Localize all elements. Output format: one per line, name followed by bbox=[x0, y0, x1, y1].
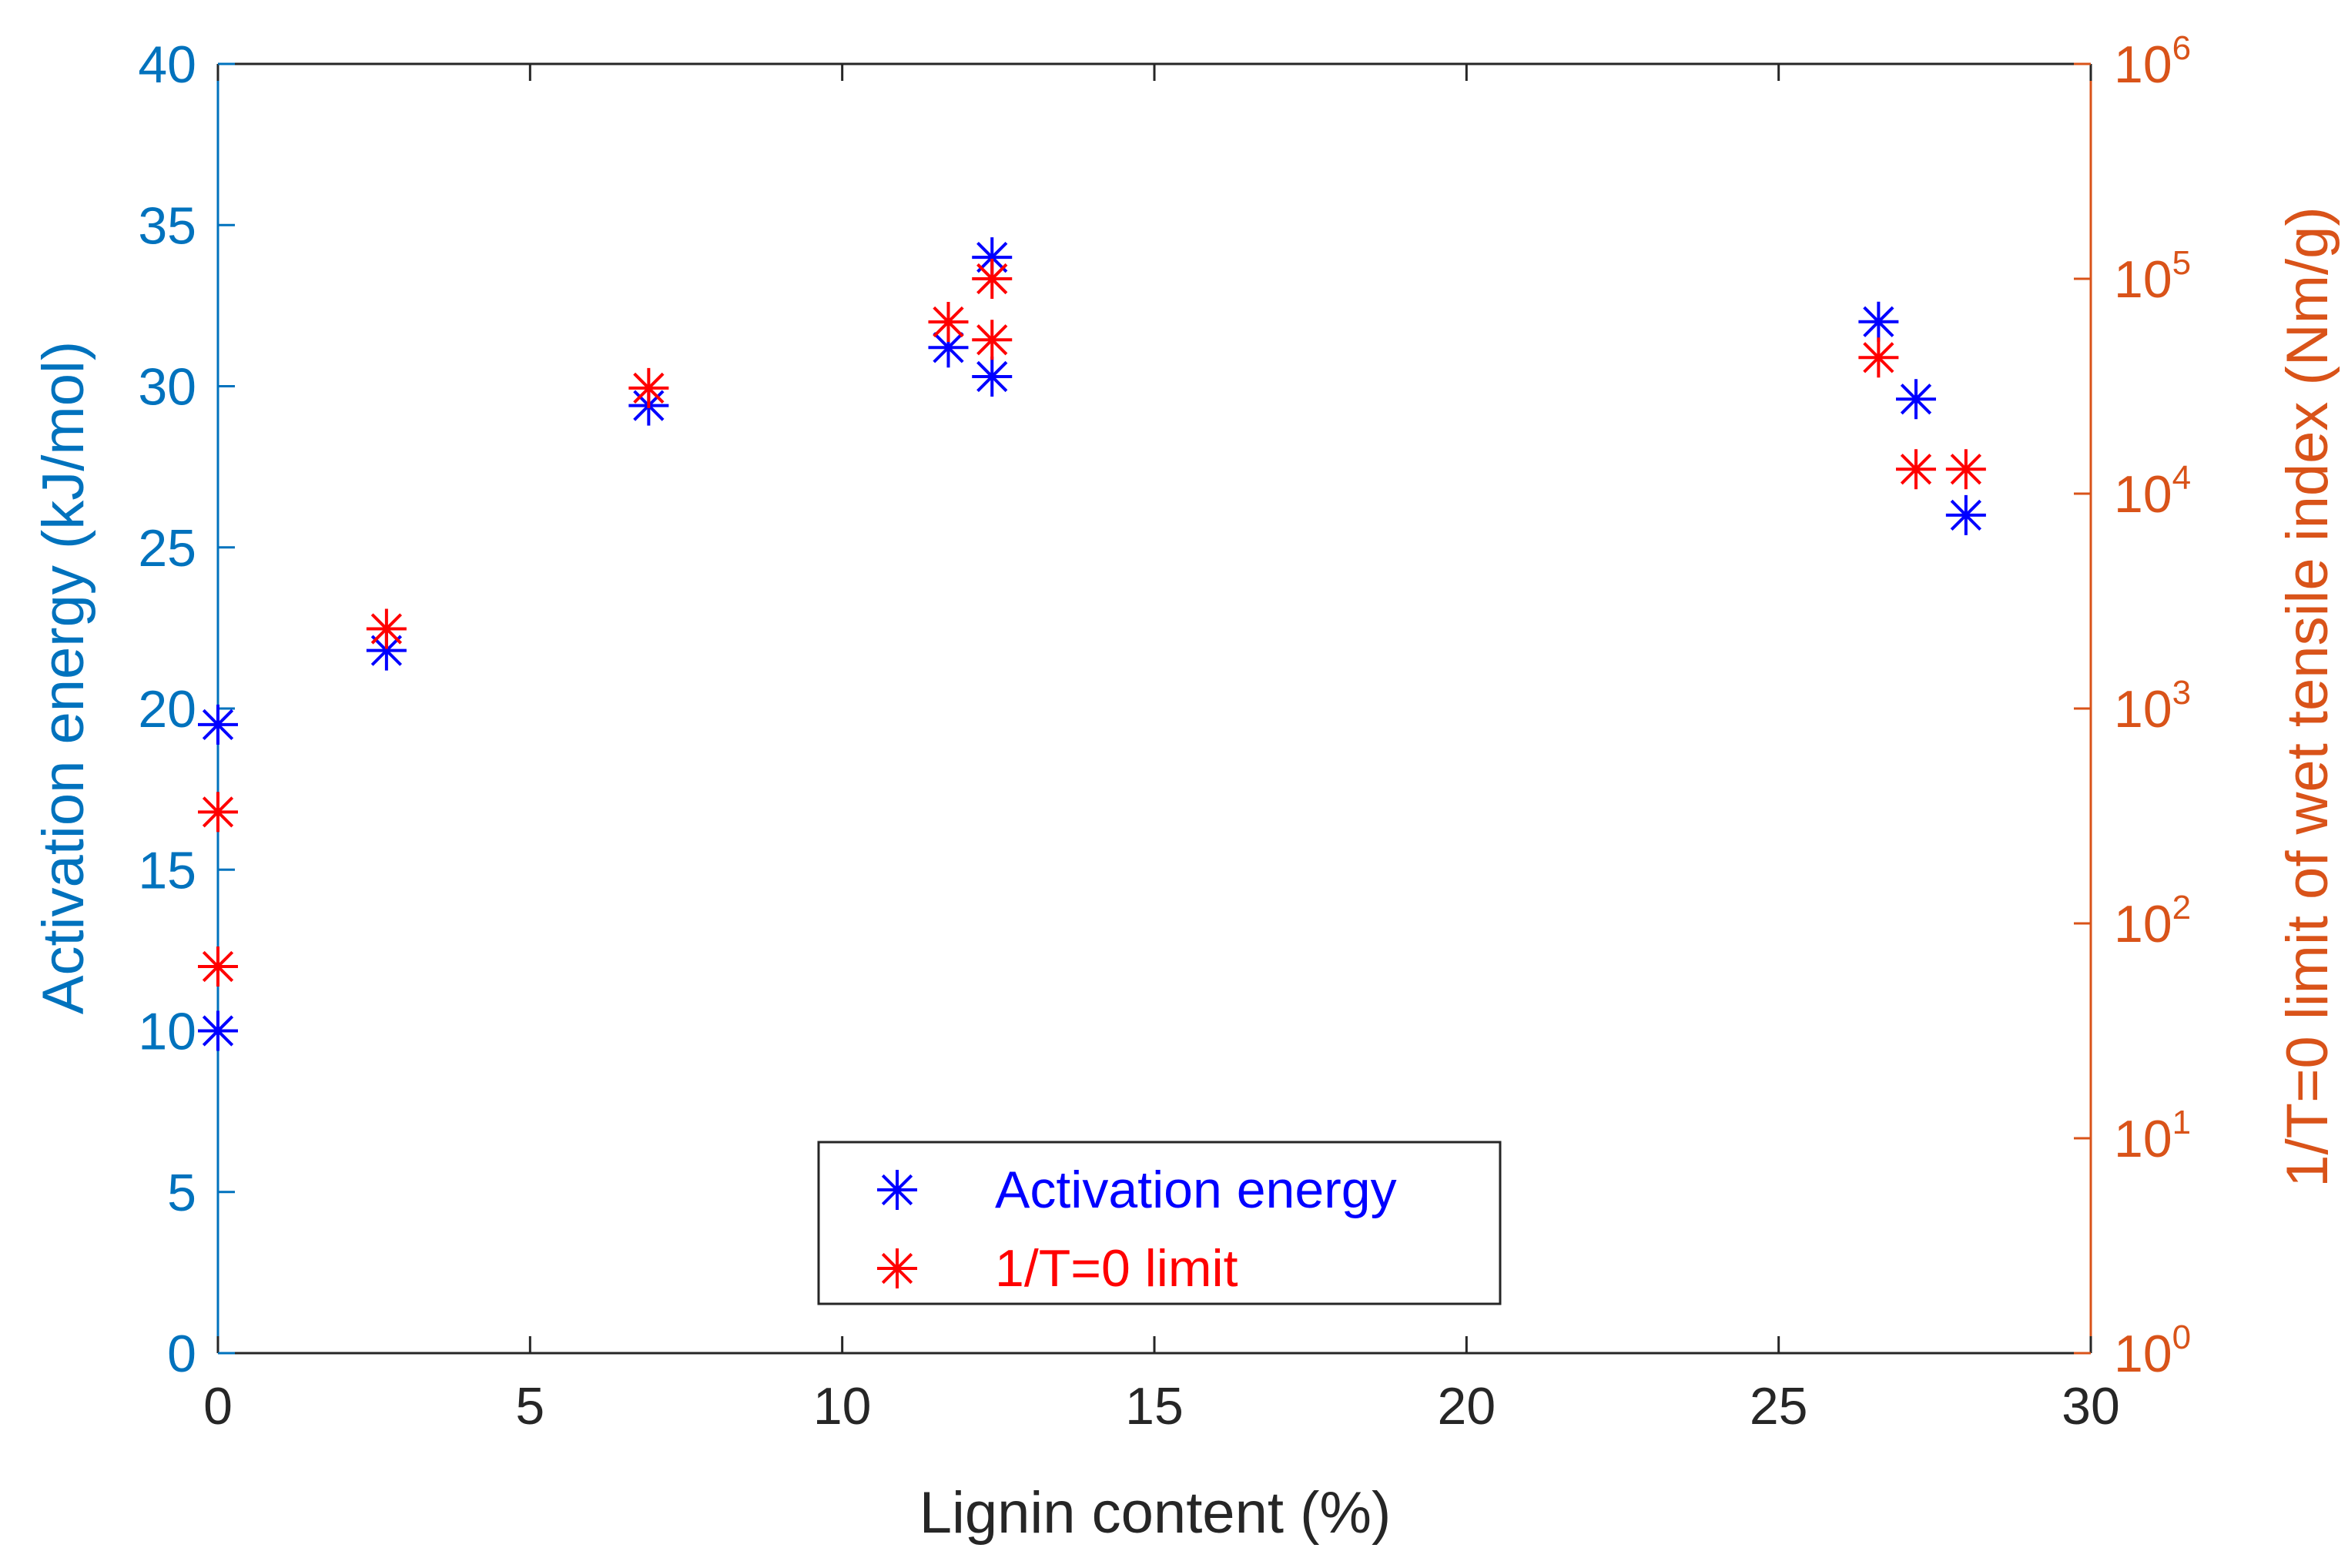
limit-point bbox=[972, 259, 1013, 299]
legend-asterisk bbox=[877, 1248, 917, 1288]
right-y-tick-label: 106 bbox=[2114, 29, 2191, 94]
left-y-axis: 0 5 10 15 20 25 30 35 40 bbox=[138, 35, 235, 1383]
x-tick-label: 15 bbox=[1125, 1377, 1184, 1436]
left-y-tick-label: 25 bbox=[138, 519, 196, 578]
limit-point bbox=[198, 792, 238, 833]
limit-point bbox=[1896, 449, 1937, 490]
legend-label-limit: 1/T=0 limit bbox=[995, 1239, 1238, 1298]
right-y-tick-label: 103 bbox=[2114, 674, 2191, 739]
legend: Activation energy 1/T=0 limit bbox=[817, 1141, 1502, 1305]
limit-point bbox=[1945, 449, 1986, 490]
right-y-axis-title: 1/T=0 limit of wet tensile index (Nm/g) bbox=[2275, 206, 2340, 1187]
activation-energy-point bbox=[198, 704, 238, 745]
left-y-tick-label: 5 bbox=[167, 1164, 196, 1222]
legend-marker-activation-energy bbox=[877, 1170, 917, 1210]
legend-label-activation-energy: Activation energy bbox=[995, 1161, 1397, 1219]
activation-energy-point bbox=[928, 327, 969, 368]
limit-point bbox=[366, 608, 407, 649]
x-tick-label: 10 bbox=[813, 1377, 872, 1436]
left-y-tick-label: 10 bbox=[138, 1003, 196, 1061]
activation-energy-point bbox=[972, 356, 1013, 397]
activation-energy-point bbox=[1896, 379, 1937, 420]
left-y-tick-label: 15 bbox=[138, 841, 196, 900]
x-tick-label: 0 bbox=[203, 1377, 233, 1436]
legend-box bbox=[817, 1141, 1502, 1305]
x-axis-title: Lignin content (%) bbox=[919, 1480, 1392, 1546]
limit-point bbox=[972, 320, 1013, 360]
legend-asterisk bbox=[877, 1170, 917, 1210]
left-y-tick-label: 20 bbox=[138, 680, 196, 739]
x-tick-label: 30 bbox=[2062, 1377, 2120, 1436]
legend-marker-limit bbox=[877, 1248, 917, 1288]
limit-point bbox=[628, 367, 669, 408]
left-y-tick-label: 30 bbox=[138, 358, 196, 417]
x-tick-label: 25 bbox=[1750, 1377, 1808, 1436]
limit-point bbox=[928, 301, 969, 342]
left-y-tick-label: 40 bbox=[138, 35, 196, 94]
left-y-tick-label: 35 bbox=[138, 196, 196, 255]
left-y-axis-title: Activation energy (kJ/mol) bbox=[31, 341, 96, 1014]
x-tick-label: 20 bbox=[1438, 1377, 1496, 1436]
activation-energy-point bbox=[1945, 494, 1986, 535]
data-markers bbox=[198, 237, 1986, 1051]
limit-point bbox=[1858, 337, 1899, 378]
left-y-tick-label: 0 bbox=[167, 1325, 196, 1383]
limit-point bbox=[198, 946, 238, 987]
x-axis: 0 5 10 15 20 25 30 bbox=[203, 64, 2120, 1436]
x-tick-label: 5 bbox=[515, 1377, 544, 1436]
activation-energy-point bbox=[1858, 301, 1899, 342]
activation-energy-point bbox=[198, 1010, 238, 1051]
